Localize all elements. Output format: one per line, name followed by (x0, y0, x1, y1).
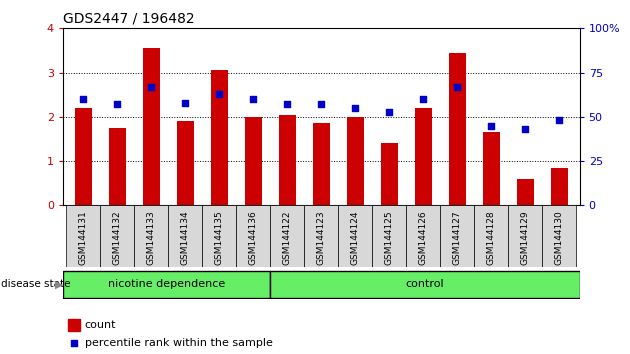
Point (146, 84, 156, 90)
Text: count: count (84, 320, 116, 330)
FancyBboxPatch shape (440, 205, 474, 267)
Bar (449, 53, 466, 205)
FancyBboxPatch shape (474, 205, 508, 267)
Point (486, 123, 496, 129)
FancyBboxPatch shape (168, 205, 202, 267)
Text: GSM144134: GSM144134 (181, 210, 190, 265)
Point (180, 100, 190, 105)
FancyBboxPatch shape (270, 270, 580, 298)
Bar (551, 168, 568, 205)
FancyBboxPatch shape (508, 205, 542, 267)
Text: GSM144129: GSM144129 (521, 210, 530, 265)
Bar (109, 128, 126, 205)
FancyBboxPatch shape (542, 205, 576, 267)
Text: GSM144131: GSM144131 (79, 210, 88, 265)
FancyBboxPatch shape (270, 205, 304, 267)
Bar (381, 143, 398, 205)
FancyBboxPatch shape (134, 205, 168, 267)
Point (452, 84, 462, 90)
Bar (415, 108, 432, 205)
FancyBboxPatch shape (100, 205, 134, 267)
Text: percentile rank within the sample: percentile rank within the sample (84, 338, 273, 348)
FancyBboxPatch shape (202, 205, 236, 267)
FancyBboxPatch shape (372, 205, 406, 267)
Bar (68, 319, 79, 331)
Point (248, 96, 258, 102)
Bar (346, 117, 364, 205)
Text: GSM144135: GSM144135 (215, 210, 224, 265)
Text: GSM144126: GSM144126 (419, 210, 428, 265)
Bar (75, 108, 92, 205)
Bar (143, 48, 160, 205)
Text: GSM144127: GSM144127 (453, 210, 462, 265)
FancyBboxPatch shape (236, 205, 270, 267)
Point (415, 266, 425, 271)
Bar (177, 121, 194, 205)
Bar (313, 124, 329, 205)
Point (214, 91, 224, 97)
FancyBboxPatch shape (338, 205, 372, 267)
Point (350, 105, 360, 111)
Text: GSM144123: GSM144123 (317, 210, 326, 265)
Bar (211, 70, 228, 205)
Text: GSM144124: GSM144124 (351, 210, 360, 265)
Point (112, 102, 122, 107)
FancyBboxPatch shape (66, 205, 100, 267)
Text: GSM144133: GSM144133 (147, 210, 156, 265)
FancyBboxPatch shape (63, 270, 270, 298)
Text: nicotine dependence: nicotine dependence (108, 279, 226, 289)
Point (520, 126, 530, 132)
FancyBboxPatch shape (406, 205, 440, 267)
Text: GDS2447 / 196482: GDS2447 / 196482 (63, 12, 195, 26)
Text: disease state: disease state (1, 279, 71, 289)
Text: ▶: ▶ (55, 279, 63, 289)
Point (78, 96, 88, 102)
Bar (279, 115, 296, 205)
Text: GSM144125: GSM144125 (385, 210, 394, 265)
Bar (517, 179, 534, 205)
Point (282, 102, 292, 107)
Text: GSM144136: GSM144136 (249, 210, 258, 265)
Point (418, 96, 428, 102)
Text: GSM144128: GSM144128 (487, 210, 496, 265)
Point (316, 102, 326, 107)
Point (384, 109, 394, 114)
Text: GSM144132: GSM144132 (113, 210, 122, 265)
Text: GSM144130: GSM144130 (554, 210, 564, 265)
Text: GSM144122: GSM144122 (283, 210, 292, 265)
Text: control: control (406, 279, 444, 289)
Bar (245, 117, 262, 205)
FancyBboxPatch shape (304, 205, 338, 267)
Point (554, 118, 564, 123)
Bar (483, 132, 500, 205)
